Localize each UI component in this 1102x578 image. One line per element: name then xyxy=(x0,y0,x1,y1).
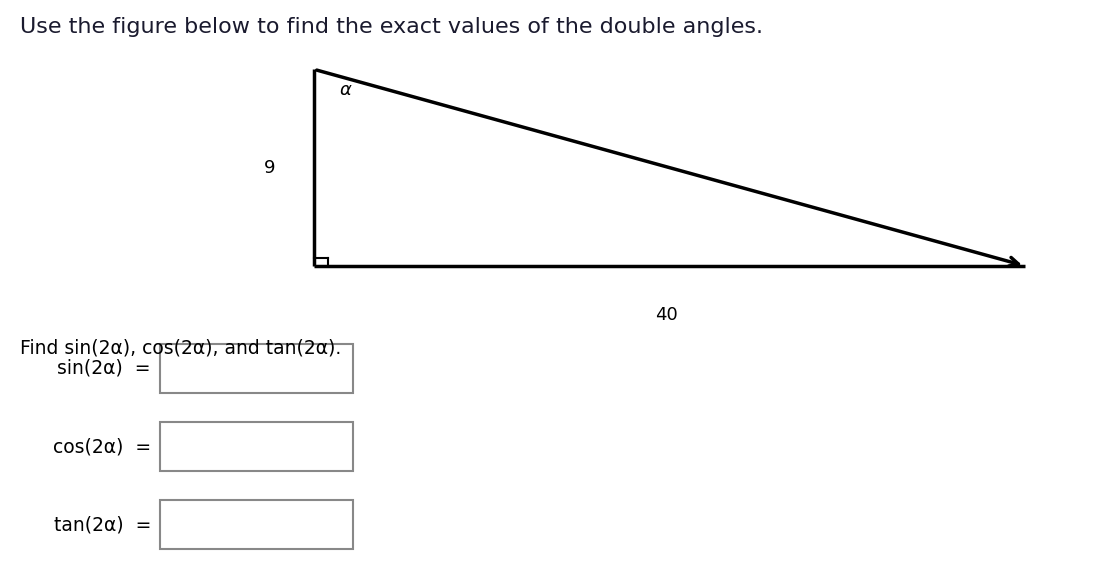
Text: α: α xyxy=(339,80,352,99)
Text: 40: 40 xyxy=(656,306,678,324)
Text: cos(2α)  =: cos(2α) = xyxy=(53,437,151,456)
Bar xyxy=(160,344,353,393)
Text: Use the figure below to find the exact values of the double angles.: Use the figure below to find the exact v… xyxy=(20,17,763,38)
Text: tan(2α)  =: tan(2α) = xyxy=(54,515,151,534)
Text: 9: 9 xyxy=(264,158,276,177)
Bar xyxy=(160,422,353,471)
Text: Find sin(2α), cos(2α), and tan(2α).: Find sin(2α), cos(2α), and tan(2α). xyxy=(20,338,342,357)
Text: sin(2α)  =: sin(2α) = xyxy=(57,359,151,378)
Bar xyxy=(160,500,353,549)
